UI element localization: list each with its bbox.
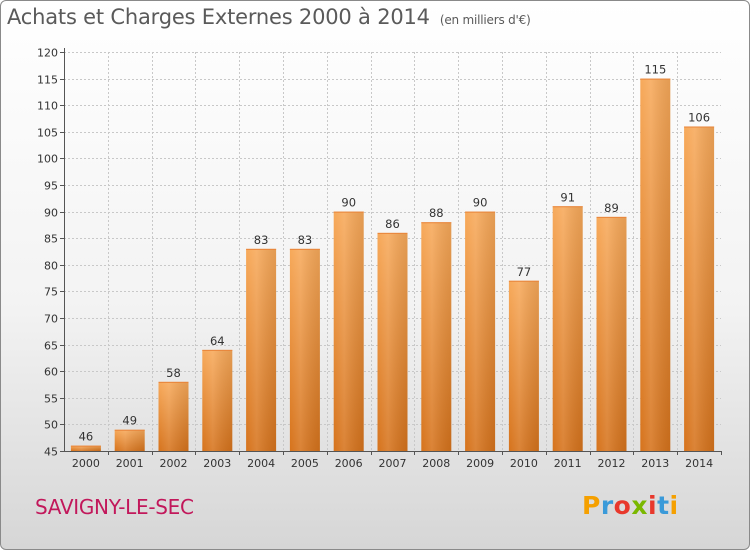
- x-tick-label: 2003: [203, 457, 231, 470]
- title-text: Achats et Charges Externes 2000 à 2014: [7, 5, 430, 29]
- labels: 45 50 55 60 65 70 75 80 85 90 95 100 105 110 115 120 46 2…: [37, 47, 713, 471]
- data-label: 46: [79, 430, 94, 444]
- bar-sheen: [114, 429, 145, 451]
- y-tick-label: 115: [37, 74, 58, 87]
- bar-sheen: [421, 222, 452, 451]
- chart-subtitle: (en milliers d'€): [439, 13, 531, 27]
- logo-letter: o: [613, 491, 632, 520]
- bar-sheen: [202, 349, 233, 451]
- commune-name: SAVIGNY-LE-SEC: [35, 495, 194, 519]
- bar-sheen: [70, 445, 101, 451]
- data-label: 83: [254, 233, 269, 247]
- y-tick-label: 85: [44, 233, 58, 246]
- data-label: 83: [298, 233, 313, 247]
- data-label: 91: [560, 190, 575, 204]
- data-label: 90: [473, 196, 488, 210]
- data-label: 86: [385, 217, 400, 231]
- x-tick-label: 2011: [554, 457, 582, 470]
- y-tick-label: 80: [44, 260, 58, 273]
- data-label: 90: [341, 196, 356, 210]
- y-tick-label: 110: [37, 100, 58, 113]
- y-tick-label: 105: [37, 127, 58, 140]
- x-tick-label: 2007: [379, 457, 407, 470]
- logo-letter: i: [669, 491, 679, 520]
- x-tick-label: 2002: [160, 457, 188, 470]
- bar-sheen: [508, 280, 539, 451]
- logo-letter: P: [582, 491, 601, 520]
- x-tick-label: 2005: [291, 457, 319, 470]
- bar-sheen: [465, 211, 496, 451]
- x-tick-label: 2013: [641, 457, 669, 470]
- bar-sheen: [377, 232, 408, 451]
- data-label: 88: [429, 206, 444, 220]
- y-tick-label: 55: [44, 393, 58, 406]
- bar-sheen: [246, 248, 277, 451]
- bar-sheen: [333, 211, 364, 451]
- y-tick-label: 50: [44, 419, 58, 432]
- bar-sheen: [289, 248, 320, 451]
- x-tick-label: 2001: [116, 457, 144, 470]
- y-tick-label: 90: [44, 207, 58, 220]
- data-label: 106: [688, 110, 710, 124]
- x-tick-label: 2004: [247, 457, 275, 470]
- x-tick-label: 2014: [685, 457, 713, 470]
- y-tick-label: 60: [44, 366, 58, 379]
- chart-title: Achats et Charges Externes 2000 à 2014 (e…: [7, 5, 531, 29]
- data-label: 115: [644, 63, 666, 77]
- bar-sheen: [596, 216, 627, 451]
- data-label: 89: [604, 201, 619, 215]
- data-label: 64: [210, 334, 225, 348]
- axes: [60, 48, 722, 455]
- y-tick-label: 45: [44, 446, 58, 459]
- logo-letter: t: [657, 491, 670, 520]
- y-tick-label: 75: [44, 286, 58, 299]
- y-tick-label: 100: [37, 153, 58, 166]
- y-tick-label: 70: [44, 313, 58, 326]
- logo-letter: r: [600, 491, 614, 520]
- data-label: 49: [122, 414, 137, 428]
- y-tick-label: 120: [37, 47, 58, 60]
- x-tick-label: 2000: [72, 457, 100, 470]
- logo-letter: i: [648, 491, 658, 520]
- proxiti-logo: Proxiti: [582, 491, 679, 520]
- bars: [70, 78, 715, 451]
- x-tick-label: 2006: [335, 457, 363, 470]
- bar-sheen: [158, 381, 189, 451]
- data-label: 58: [166, 366, 181, 380]
- x-tick-label: 2008: [422, 457, 450, 470]
- bar-sheen: [552, 206, 583, 451]
- x-tick-label: 2012: [598, 457, 626, 470]
- y-tick-label: 65: [44, 340, 58, 353]
- y-tick-label: 95: [44, 180, 58, 193]
- bar-sheen: [640, 78, 671, 451]
- x-tick-label: 2009: [466, 457, 494, 470]
- data-label: 77: [517, 265, 532, 279]
- bar-sheen: [684, 126, 715, 451]
- x-tick-label: 2010: [510, 457, 538, 470]
- logo-letter: x: [631, 491, 648, 520]
